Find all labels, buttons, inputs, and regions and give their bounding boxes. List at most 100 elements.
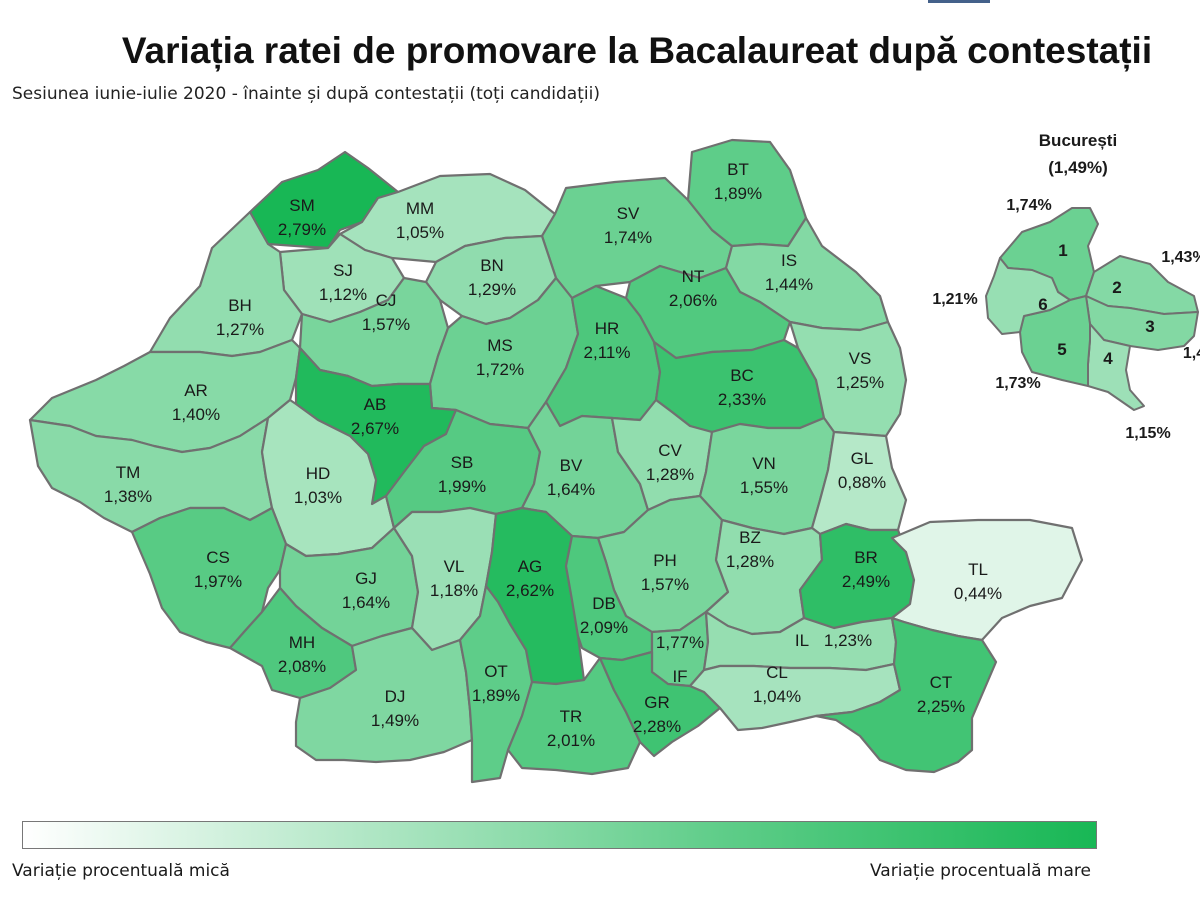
top-edge-mark [928, 0, 990, 3]
county-mh-code: MH [289, 633, 315, 652]
county-ms-code: MS [487, 336, 513, 355]
county-ct-value: 2,25% [917, 697, 965, 716]
sector-3-number: 3 [1145, 317, 1154, 336]
county-gl-code: GL [851, 449, 874, 468]
county-sb-value: 1,99% [438, 477, 486, 496]
county-gj-value: 1,64% [342, 593, 390, 612]
county-ag-value: 2,62% [506, 581, 554, 600]
county-bh-code: BH [228, 296, 252, 315]
county-bv-value: 1,64% [547, 480, 595, 499]
county-cs-shape[interactable] [130, 506, 288, 650]
county-labels: SM 2,79% MM 1,05% SV 1,74% BT 1,89% SJ 1,12% BN 1,2… [104, 160, 1002, 750]
county-sj-code: SJ [333, 261, 353, 280]
county-cj-code: CJ [376, 291, 397, 310]
bucharest-inset: București (1,49%) 1 2 3 4 5 6 1,74% 1,43… [932, 131, 1200, 442]
county-sm-code: SM [289, 196, 315, 215]
sector-4-number: 4 [1103, 349, 1113, 368]
county-if-value: 1,77% [656, 633, 704, 652]
county-is-value: 1,44% [765, 275, 813, 294]
county-vs-shape[interactable] [788, 320, 908, 438]
county-cl-value: 1,04% [753, 687, 801, 706]
county-hr-value: 2,11% [584, 343, 631, 362]
county-bz-value: 1,28% [726, 552, 774, 571]
legend-high-label: Variație procentuală mare [870, 861, 1091, 881]
county-hd-value: 1,03% [294, 488, 342, 507]
county-bz-code: BZ [739, 528, 761, 547]
county-db-code: DB [592, 594, 616, 613]
county-tr-code: TR [560, 707, 583, 726]
county-ct-code: CT [930, 673, 953, 692]
county-sv-code: SV [617, 204, 640, 223]
county-gj-code: GJ [355, 569, 377, 588]
county-ct-shape[interactable] [814, 616, 998, 774]
county-cl-code: CL [766, 663, 788, 682]
county-hd-code: HD [306, 464, 331, 483]
county-tm-code: TM [116, 463, 141, 482]
bucharest-total-value: (1,49%) [1048, 158, 1108, 177]
county-ph-code: PH [653, 551, 677, 570]
county-gr-value: 2,28% [633, 717, 681, 736]
sector-5-number: 5 [1057, 340, 1066, 359]
county-ag-code: AG [518, 557, 543, 576]
sector-6-shape[interactable] [985, 257, 1071, 335]
county-tl-code: TL [968, 560, 988, 579]
county-tr-value: 2,01% [547, 731, 595, 750]
county-tl-value: 0,44% [954, 584, 1002, 603]
sector-4-value: 1,15% [1125, 425, 1170, 442]
county-cv-value: 1,28% [646, 465, 694, 484]
county-nt-code: NT [682, 267, 705, 286]
county-ar-code: AR [184, 381, 208, 400]
county-bn-code: BN [480, 256, 504, 275]
county-vn-value: 1,55% [740, 478, 788, 497]
county-br-value: 2,49% [842, 572, 890, 591]
county-bt-code: BT [727, 160, 749, 179]
county-vs-value: 1,25% [836, 373, 884, 392]
bucharest-title: București [1039, 131, 1117, 150]
county-br-code: BR [854, 548, 878, 567]
county-tm-value: 1,38% [104, 487, 152, 506]
county-bc-code: BC [730, 366, 754, 385]
county-sj-value: 1,12% [319, 285, 367, 304]
county-cs-code: CS [206, 548, 230, 567]
county-sv-value: 1,74% [604, 228, 652, 247]
county-cj-value: 1,57% [362, 315, 410, 334]
county-gr-code: GR [644, 693, 670, 712]
county-sb-code: SB [451, 453, 474, 472]
county-vn-code: VN [752, 454, 776, 473]
sector-6-value: 1,21% [932, 291, 977, 308]
county-sm-value: 2,79% [278, 220, 326, 239]
sector-3-value: 1,4 [1183, 345, 1200, 362]
legend-low-label: Variație procentuală mică [12, 861, 230, 881]
county-mm-value: 1,05% [396, 223, 444, 242]
county-ar-value: 1,40% [172, 405, 220, 424]
county-il-code: IL [795, 631, 809, 650]
county-nt-value: 2,06% [669, 291, 717, 310]
county-ab-value: 2,67% [351, 419, 399, 438]
county-bh-value: 1,27% [216, 320, 264, 339]
county-shapes [28, 138, 1084, 784]
county-tl-shape[interactable] [890, 518, 1084, 642]
county-mm-code: MM [406, 199, 434, 218]
county-ot-value: 1,89% [472, 686, 520, 705]
sector-1-number: 1 [1058, 241, 1067, 260]
county-dj-value: 1,49% [371, 711, 419, 730]
county-dj-code: DJ [385, 687, 406, 706]
county-cv-code: CV [658, 441, 682, 460]
legend-gradient-bar [22, 821, 1097, 849]
county-ot-code: OT [484, 662, 508, 681]
county-cs-value: 1,97% [194, 572, 242, 591]
county-tr-shape[interactable] [506, 656, 642, 776]
map-subtitle: Sesiunea iunie-iulie 2020 - înainte și d… [12, 84, 600, 104]
county-bt-value: 1,89% [714, 184, 762, 203]
sector-5-value: 1,73% [995, 375, 1040, 392]
county-db-value: 2,09% [580, 618, 628, 637]
county-mh-value: 2,08% [278, 657, 326, 676]
county-hr-code: HR [595, 319, 620, 338]
county-ab-code: AB [364, 395, 387, 414]
county-if-code: IF [672, 667, 687, 686]
county-bv-code: BV [560, 456, 583, 475]
map-title: Variația ratei de promovare la Bacalaure… [121, 30, 1153, 71]
sector-2-number: 2 [1112, 278, 1121, 297]
county-il-value: 1,23% [824, 631, 872, 650]
